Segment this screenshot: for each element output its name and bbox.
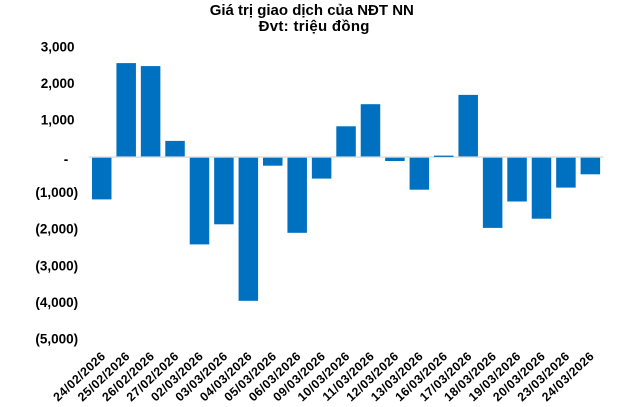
- svg-text:2,000: 2,000: [41, 76, 75, 91]
- svg-text:(5,000): (5,000): [35, 332, 78, 347]
- svg-text:(2,000): (2,000): [35, 222, 78, 237]
- svg-text:Giá trị giao dịch của NĐT NN: Giá trị giao dịch của NĐT NN: [210, 2, 414, 19]
- svg-text:(4,000): (4,000): [35, 295, 78, 310]
- svg-text:3,000: 3,000: [41, 39, 75, 54]
- svg-text:-: -: [64, 152, 69, 167]
- svg-text:(1,000): (1,000): [35, 185, 78, 200]
- svg-text:(3,000): (3,000): [35, 258, 78, 273]
- svg-text:1,000: 1,000: [41, 113, 75, 128]
- svg-text:Đvt: triệu đồng: Đvt: triệu đồng: [259, 18, 370, 35]
